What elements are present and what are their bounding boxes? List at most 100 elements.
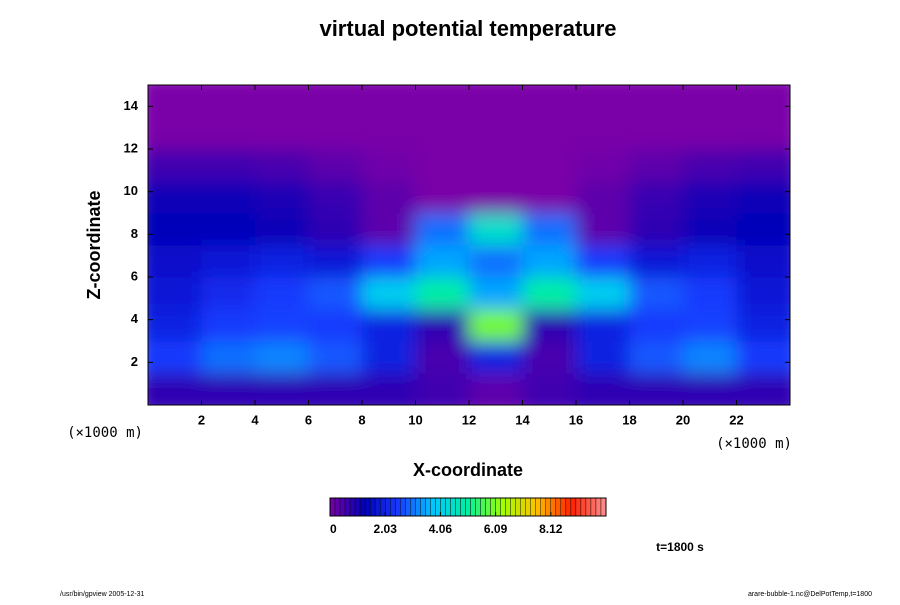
colorbar-swatch — [545, 497, 551, 517]
cell — [469, 309, 523, 342]
colorbar-swatch — [520, 497, 526, 517]
field — [148, 85, 790, 405]
cell — [255, 245, 309, 278]
colorbar-swatch — [460, 497, 466, 517]
colorbar-swatch — [595, 497, 602, 517]
cell — [469, 85, 523, 118]
cell — [255, 341, 309, 374]
cell — [148, 245, 202, 278]
colorbar-swatch — [445, 497, 451, 517]
cell — [683, 245, 737, 278]
cell — [148, 181, 202, 214]
colorbar-swatch — [475, 497, 481, 517]
cell — [576, 309, 630, 342]
colorbar-swatch — [555, 497, 562, 517]
cell — [469, 245, 523, 278]
cell — [308, 181, 363, 214]
colorbar-swatch — [565, 497, 572, 517]
y-tick-label: 2 — [131, 354, 138, 369]
cell — [683, 149, 737, 182]
colorbar-swatch — [510, 497, 516, 517]
colorbar-swatch — [430, 497, 436, 517]
cell — [362, 277, 416, 310]
cell — [308, 213, 363, 246]
cell — [308, 85, 363, 118]
colorbar-swatch — [500, 497, 506, 517]
cell — [201, 213, 256, 246]
cell — [469, 373, 523, 405]
colorbar-swatch — [395, 497, 401, 517]
cell — [415, 117, 470, 150]
cell — [736, 277, 790, 310]
cell — [736, 149, 790, 182]
colorbar-swatch — [359, 497, 366, 517]
x-tick-label: 20 — [676, 412, 690, 427]
cell — [308, 117, 363, 150]
colorbar-swatch — [339, 497, 346, 517]
y-tick-label: 6 — [131, 268, 138, 283]
cell — [148, 373, 202, 405]
x-tick-label: 18 — [622, 412, 636, 427]
colorbar-swatch — [329, 497, 336, 517]
cell — [308, 245, 363, 278]
colorbar-tick-label: 4.06 — [429, 522, 453, 536]
cell — [255, 277, 309, 310]
cell — [629, 181, 684, 214]
cell — [576, 373, 630, 405]
y-tick-label: 4 — [131, 311, 139, 326]
x-tick-label: 8 — [358, 412, 365, 427]
colorbar-swatch — [425, 497, 431, 517]
cell — [362, 213, 416, 246]
cell — [415, 277, 470, 310]
colorbar-swatch — [354, 497, 361, 517]
x-tick-label: 22 — [729, 412, 743, 427]
colorbar-swatch — [505, 497, 511, 517]
cell — [415, 245, 470, 278]
cell — [362, 309, 416, 342]
cell — [362, 117, 416, 150]
cell — [629, 149, 684, 182]
y-tick-label: 10 — [124, 183, 138, 198]
x-unit: (×1000 m) — [716, 436, 792, 452]
cell — [469, 341, 523, 374]
cell — [522, 245, 577, 278]
colorbar-swatch — [385, 497, 391, 517]
cell — [469, 149, 523, 182]
cell — [683, 373, 737, 405]
cell — [415, 213, 470, 246]
cell — [736, 341, 790, 374]
cell — [201, 341, 256, 374]
cell — [255, 85, 309, 118]
cell — [362, 85, 416, 118]
cell — [576, 181, 630, 214]
cell — [308, 373, 363, 405]
cell — [201, 85, 256, 118]
colorbar-swatch — [344, 497, 351, 517]
cell — [201, 245, 256, 278]
cell — [255, 149, 309, 182]
cell — [255, 213, 309, 246]
x-tick-label: 2 — [198, 412, 205, 427]
cell — [576, 117, 630, 150]
y-tick-label: 12 — [124, 140, 138, 155]
x-tick-label: 14 — [515, 412, 530, 427]
y-unit: (×1000 m) — [67, 425, 143, 441]
colorbar-swatch — [550, 497, 557, 517]
cell — [201, 117, 256, 150]
cell — [469, 213, 523, 246]
x-tick-label: 16 — [569, 412, 583, 427]
cell — [629, 117, 684, 150]
cell — [362, 341, 416, 374]
colorbar-tick-label: 8.12 — [539, 522, 563, 536]
cell — [683, 85, 737, 118]
colorbar-swatch — [485, 497, 491, 517]
cell — [201, 181, 256, 214]
cell — [148, 85, 202, 118]
colorbar-swatch — [480, 497, 486, 517]
cell — [576, 85, 630, 118]
x-tick-label: 4 — [251, 412, 259, 427]
x-tick-label: 12 — [462, 412, 476, 427]
cell — [255, 181, 309, 214]
cell — [522, 213, 577, 246]
